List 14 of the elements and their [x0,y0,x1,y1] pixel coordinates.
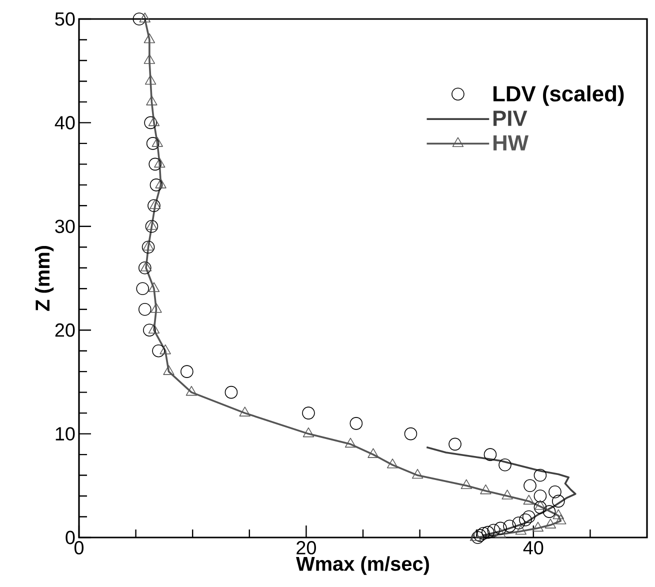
y-axis-title: Z (mm) [35,246,54,311]
y-tick-label: 50 [55,12,75,26]
y-tick-label: 40 [54,116,75,130]
y-tick-label: 20 [55,323,75,337]
y-tick-label: 0 [66,530,75,544]
x-tick-label: 40 [523,541,544,554]
x-axis-title: Wmax (m/sec) [296,556,429,575]
y-tick-label: 30 [55,220,75,234]
legend-label: PIV [493,110,528,126]
x-tick-label: 20 [296,541,316,554]
legend-label: LDV (scaled) [493,85,624,106]
x-tick-label: 0 [74,541,84,554]
legend-label: HW [493,135,529,150]
y-tick-label: 10 [56,427,75,441]
